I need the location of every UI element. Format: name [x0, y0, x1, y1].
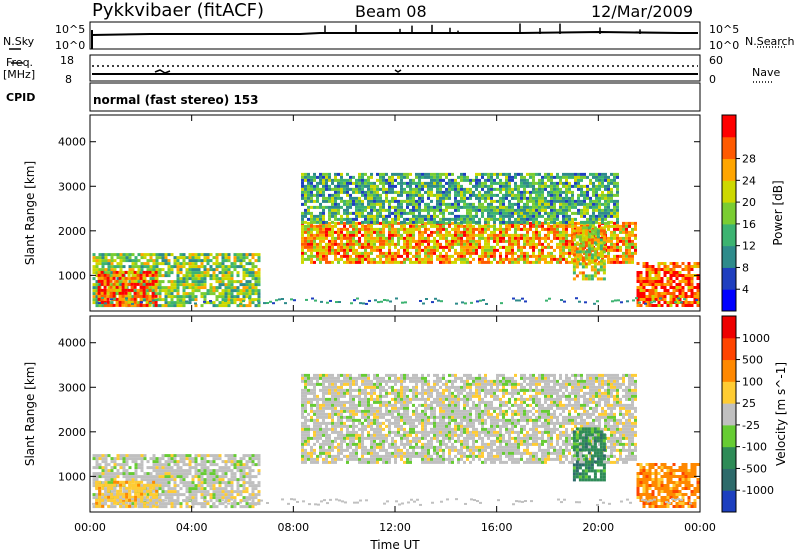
power-echo-region — [572, 226, 606, 281]
power-colorbar-tick-label: 8 — [742, 261, 749, 274]
power-colorbar-segment — [722, 115, 736, 138]
power-echo-region — [97, 270, 158, 307]
vel-colorbar-frame — [721, 315, 737, 513]
x-tick-label: 04:00 — [176, 521, 208, 534]
nsky-tick-bottom: 10^0 — [55, 39, 86, 52]
vel-colorbar-segment — [722, 468, 736, 491]
power-ytick-label: 3000 — [58, 180, 86, 193]
vel-colorbar-tick-label: -500 — [742, 462, 767, 475]
vel-colorbar-segment — [722, 424, 736, 448]
velocity-y-axis-label: Slant Range [km] — [23, 362, 37, 466]
cpid-label: CPID — [6, 91, 36, 104]
power-colorbar-tick-label: 28 — [742, 153, 756, 166]
vel-colorbar-tick-label: 1000 — [742, 332, 770, 345]
cpid-text: normal (fast stereo) 153 — [93, 93, 259, 107]
freq-tick-bottom: 8 — [65, 73, 72, 86]
power-colorbar-tick-label: 24 — [742, 174, 756, 187]
nsky-panel-frame — [89, 21, 701, 50]
power-colorbar-segment — [722, 245, 736, 268]
nsky-right-tick-bottom: 10^0 — [709, 39, 740, 52]
vel-colorbar-segment — [722, 381, 736, 404]
vel-ytick-label: 3000 — [58, 381, 86, 394]
freq-blip-1 — [154, 69, 171, 74]
power-colorbar-segment — [722, 202, 736, 225]
vel-colorbar-tick-label: -100 — [742, 441, 767, 454]
freq-panel-frame — [89, 54, 701, 82]
power-plot — [92, 172, 700, 308]
vel-colorbar-segment — [722, 490, 736, 513]
power-colorbar-tick-label: 12 — [742, 240, 756, 253]
nsky-tick-top: 10^5 — [55, 23, 86, 36]
velocity-y-axis: 1000 2000 3000 4000 — [58, 337, 700, 483]
x-tick-label: 00:00 — [74, 521, 106, 534]
vel-echo-region — [95, 480, 159, 508]
power-colorbar: 4 8 12 16 20 24 28 — [721, 114, 756, 312]
power-echo-region — [636, 262, 700, 307]
vel-colorbar-segment — [722, 316, 736, 339]
power-ytick-label: 1000 — [58, 269, 86, 282]
power-colorbar-tick-label: 20 — [742, 196, 756, 209]
nave-tick-bottom: 0 — [709, 73, 716, 86]
vel-ytick-label: 2000 — [58, 426, 86, 439]
power-ground-scatter — [98, 297, 698, 305]
x-tick-label: 12:00 — [379, 521, 411, 534]
vel-colorbar-segment — [722, 337, 736, 361]
power-ytick-label: 4000 — [58, 136, 86, 149]
power-y-axis: 1000 2000 3000 4000 — [58, 136, 700, 282]
x-tick-label: 08:00 — [277, 521, 309, 534]
freq-tick-top: 18 — [60, 54, 74, 67]
vel-colorbar-tick-label: -25 — [742, 419, 760, 432]
power-colorbar-label: Power [dB] — [771, 180, 785, 245]
power-colorbar-segment — [722, 136, 736, 160]
vel-colorbar-segment — [722, 403, 736, 426]
station-title: Pykkvibaer (fitACF) — [92, 0, 265, 21]
power-y-axis-label: Slant Range [km] — [23, 161, 37, 265]
cpid-panel-frame — [89, 82, 701, 112]
power-colorbar-segment — [722, 267, 736, 290]
x-tick-label: 00:00 — [684, 521, 716, 534]
power-colorbar-segment — [722, 289, 736, 312]
vel-ground-scatter — [92, 498, 692, 506]
freq-blip-2 — [394, 69, 402, 73]
velocity-colorbar: 1000 500 100 25 -25 -100 -500 -1000 — [721, 315, 774, 513]
power-colorbar-segment — [722, 180, 736, 203]
x-axis-label: Time UT — [369, 538, 420, 552]
x-tick-label: 16:00 — [481, 521, 513, 534]
vel-echo-region — [301, 373, 637, 464]
power-ytick-label: 2000 — [58, 225, 86, 238]
power-colorbar-segment — [722, 158, 736, 181]
nave-label: Nave — [752, 66, 781, 79]
nave-tick-top: 60 — [709, 54, 723, 67]
power-colorbar-tick-label: 4 — [742, 283, 749, 296]
velocity-plot — [92, 373, 700, 509]
vel-colorbar-tick-label: 25 — [742, 397, 756, 410]
power-colorbar-segment — [722, 223, 736, 247]
velocity-colorbar-label: Velocity [m s^-1] — [774, 362, 788, 466]
beam-title: Beam 08 — [355, 2, 427, 21]
power-colorbar-frame — [721, 114, 737, 312]
freq-label-line2: [MHz] — [3, 68, 36, 81]
vel-ytick-label: 1000 — [58, 470, 86, 483]
vel-ytick-label: 4000 — [58, 337, 86, 350]
power-echo-region — [301, 172, 619, 224]
time-x-axis: 00:00 04:00 08:00 12:00 16:00 20:00 00:00 — [74, 115, 716, 534]
nsky-spikes — [324, 23, 641, 34]
vel-colorbar-tick-label: 100 — [742, 375, 763, 388]
nsky-trace — [91, 30, 698, 36]
vel-colorbar-segment — [722, 446, 736, 469]
date-title: 12/Mar/2009 — [591, 2, 694, 21]
x-tick-label: 20:00 — [582, 521, 614, 534]
vel-colorbar-tick-label: -1000 — [742, 484, 774, 497]
vel-colorbar-tick-label: 500 — [742, 354, 763, 367]
vel-echo-region — [572, 427, 606, 482]
nsky-right-tick-top: 10^5 — [709, 23, 740, 36]
vel-colorbar-segment — [722, 359, 736, 382]
power-colorbar-tick-label: 16 — [742, 218, 756, 231]
nsky-label: N.Sky — [3, 35, 35, 48]
nsearch-label: N.Search — [745, 35, 795, 48]
